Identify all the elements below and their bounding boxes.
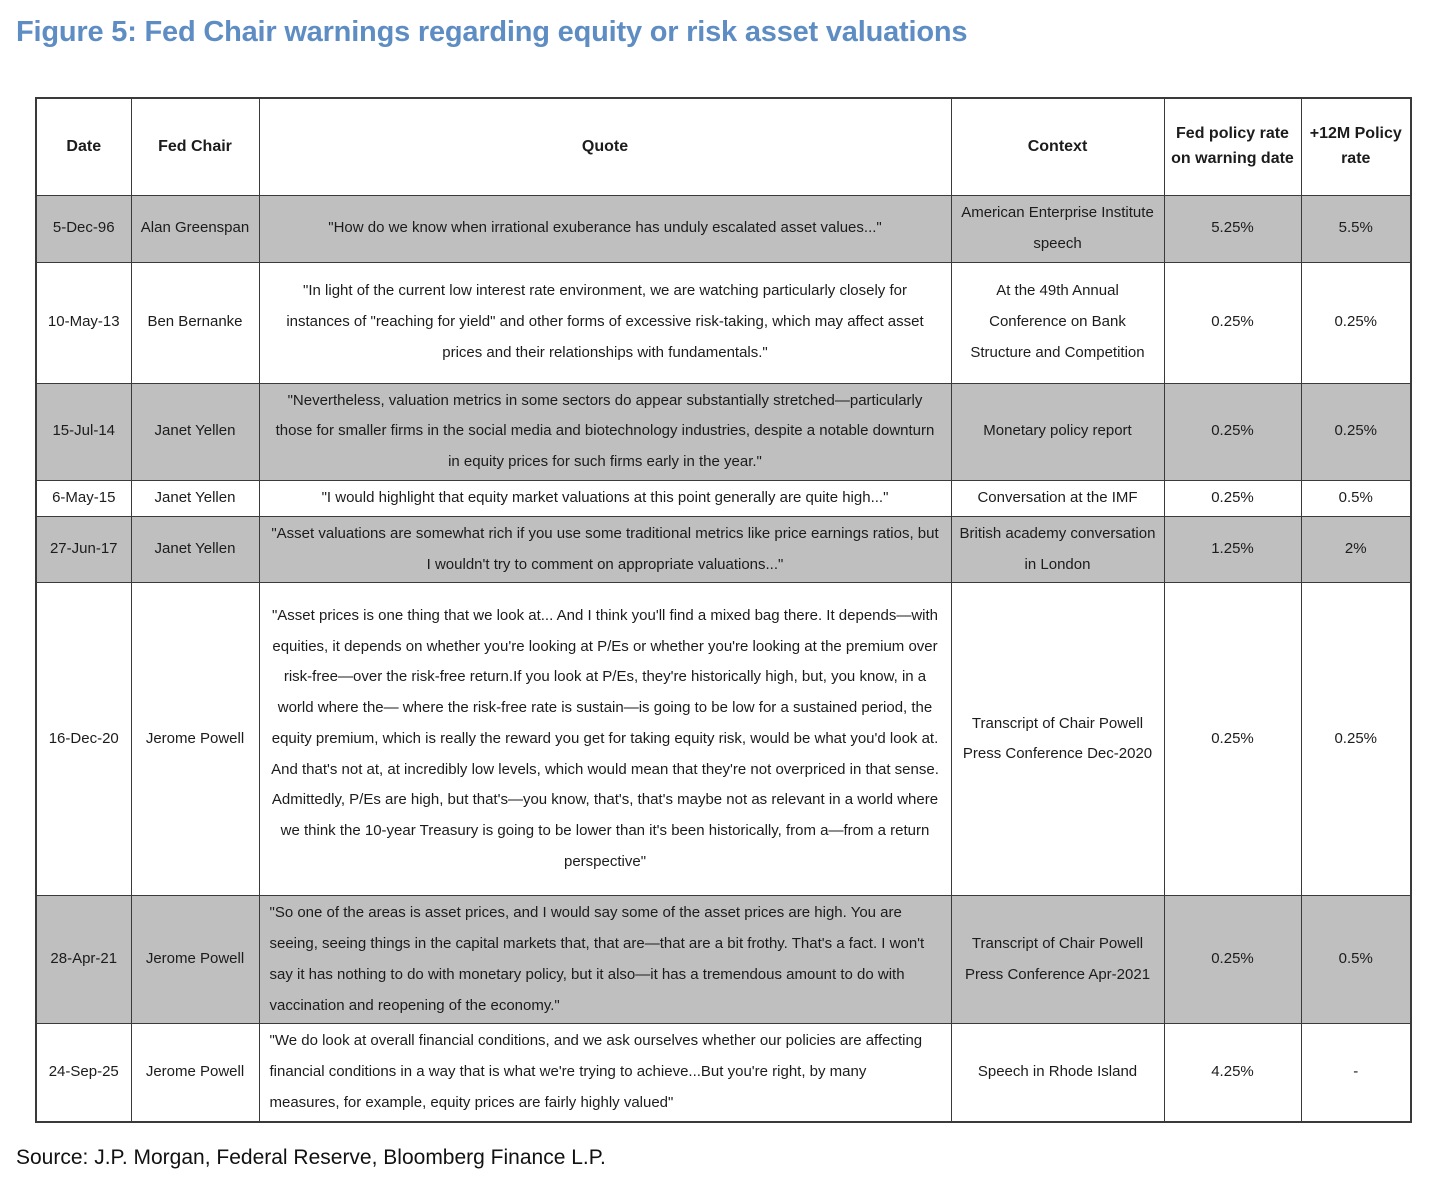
cell-policy-rate: 0.25% (1163, 479, 1302, 517)
cell-policy-rate: 0.25% (1163, 261, 1302, 384)
cell-policy-rate: 4.25% (1163, 1023, 1302, 1122)
table-row: 15-Jul-14 Janet Yellen "Nevertheless, va… (35, 382, 1412, 481)
cell-policy-rate: 1.25% (1163, 515, 1302, 584)
cell-12m-policy-rate: 2% (1300, 515, 1412, 584)
cell-12m-policy-rate: 0.25% (1300, 261, 1412, 384)
table-row: 5-Dec-96 Alan Greenspan "How do we know … (35, 195, 1412, 263)
cell-quote: "So one of the areas is asset prices, an… (258, 895, 952, 1025)
cell-quote: "Asset valuations are somewhat rich if y… (258, 515, 952, 584)
cell-12m-policy-rate: 0.5% (1300, 479, 1412, 517)
cell-12m-policy-rate: 0.25% (1300, 582, 1412, 897)
table-row: 28-Apr-21 Jerome Powell "So one of the a… (35, 895, 1412, 1025)
col-header-policy-rate: Fed policy rate on warning date (1163, 97, 1302, 196)
cell-context: At the 49th Annual Conference on Bank St… (950, 261, 1165, 384)
col-header-context: Context (950, 97, 1165, 196)
cell-policy-rate: 0.25% (1163, 895, 1302, 1025)
cell-fed-chair: Janet Yellen (130, 382, 260, 481)
cell-fed-chair: Jerome Powell (130, 582, 260, 897)
table-body: 5-Dec-96 Alan Greenspan "How do we know … (35, 195, 1412, 1122)
fed-chair-warnings-table: Date Fed Chair Quote Context Fed policy … (35, 97, 1412, 1123)
cell-policy-rate: 0.25% (1163, 582, 1302, 897)
figure-title: Figure 5: Fed Chair warnings regarding e… (16, 16, 968, 48)
table-row: 24-Sep-25 Jerome Powell "We do look at o… (35, 1023, 1412, 1122)
cell-12m-policy-rate: 0.25% (1300, 382, 1412, 481)
cell-context: Conversation at the IMF (950, 479, 1165, 517)
cell-fed-chair: Janet Yellen (130, 515, 260, 584)
cell-context: American Enterprise Institute speech (950, 195, 1165, 263)
table-header-row: Date Fed Chair Quote Context Fed policy … (35, 97, 1412, 196)
cell-fed-chair: Janet Yellen (130, 479, 260, 517)
table-row: 16-Dec-20 Jerome Powell "Asset prices is… (35, 582, 1412, 897)
cell-12m-policy-rate: 0.5% (1300, 895, 1412, 1025)
col-header-12m-policy-rate: +12M Policy rate (1300, 97, 1412, 196)
col-header-quote: Quote (258, 97, 952, 196)
cell-fed-chair: Jerome Powell (130, 1023, 260, 1122)
cell-quote: "I would highlight that equity market va… (258, 479, 952, 517)
cell-fed-chair: Alan Greenspan (130, 195, 260, 263)
cell-date: 27-Jun-17 (35, 515, 132, 584)
cell-date: 10-May-13 (35, 261, 132, 384)
cell-date: 28-Apr-21 (35, 895, 132, 1025)
cell-policy-rate: 5.25% (1163, 195, 1302, 263)
cell-quote: "In light of the current low interest ra… (258, 261, 952, 384)
cell-date: 15-Jul-14 (35, 382, 132, 481)
cell-context: Speech in Rhode Island (950, 1023, 1165, 1122)
col-header-date: Date (35, 97, 132, 196)
cell-quote: "How do we know when irrational exuberan… (258, 195, 952, 263)
table-row: 6-May-15 Janet Yellen "I would highlight… (35, 479, 1412, 517)
cell-policy-rate: 0.25% (1163, 382, 1302, 481)
source-attribution: Source: J.P. Morgan, Federal Reserve, Bl… (16, 1146, 606, 1169)
col-header-fed-chair: Fed Chair (130, 97, 260, 196)
table-row: 10-May-13 Ben Bernanke "In light of the … (35, 261, 1412, 384)
cell-quote: "Nevertheless, valuation metrics in some… (258, 382, 952, 481)
cell-context: Transcript of Chair Powell Press Confere… (950, 582, 1165, 897)
cell-fed-chair: Ben Bernanke (130, 261, 260, 384)
cell-context: British academy conversation in London (950, 515, 1165, 584)
cell-date: 6-May-15 (35, 479, 132, 517)
cell-quote: "Asset prices is one thing that we look … (258, 582, 952, 897)
cell-date: 5-Dec-96 (35, 195, 132, 263)
cell-12m-policy-rate: 5.5% (1300, 195, 1412, 263)
cell-fed-chair: Jerome Powell (130, 895, 260, 1025)
cell-context: Monetary policy report (950, 382, 1165, 481)
table-row: 27-Jun-17 Janet Yellen "Asset valuations… (35, 515, 1412, 584)
cell-context: Transcript of Chair Powell Press Confere… (950, 895, 1165, 1025)
cell-12m-policy-rate: - (1300, 1023, 1412, 1122)
cell-date: 16-Dec-20 (35, 582, 132, 897)
cell-date: 24-Sep-25 (35, 1023, 132, 1122)
cell-quote: "We do look at overall financial conditi… (258, 1023, 952, 1122)
